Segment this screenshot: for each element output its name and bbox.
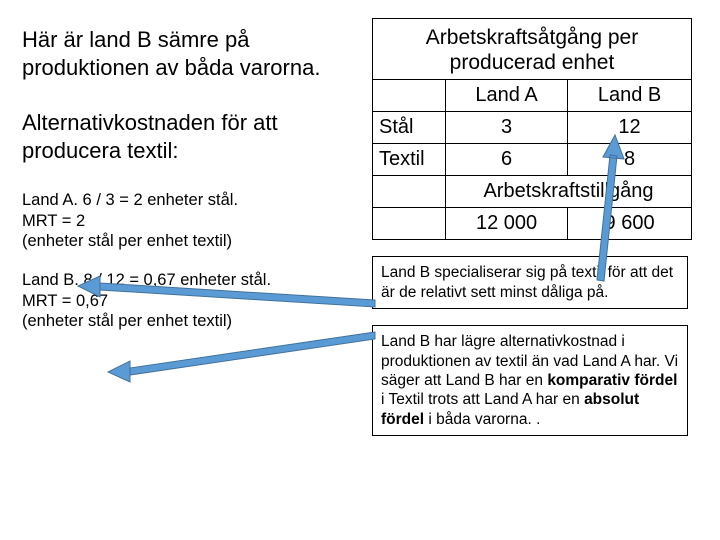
table-title-line2: producerad enhet [450,51,615,74]
col-header-b: Land B [568,80,692,112]
alt-cost-heading: Alternativkostnaden för att producera te… [22,109,332,164]
arrow-b-head [108,361,130,382]
labor-table: Arbetskraftsåtgång per producerad enhet … [372,18,692,240]
box2-b1: komparativ fördel [547,372,677,389]
row-textile-a: 6 [446,144,568,176]
specialization-box: Land B specialiserar sig på textil för a… [372,256,688,309]
row-steel-a: 3 [446,112,568,144]
land-b-line3: (enheter stål per enhet textil) [22,312,232,330]
land-a-line2: MRT = 2 [22,212,85,230]
row-textile-b: 8 [568,144,692,176]
row-steel-b: 12 [568,112,692,144]
right-column: Arbetskraftsåtgång per producerad enhet … [372,18,692,436]
box2-t3: i båda varorna. . [424,411,540,428]
land-a-block: Land A. 6 / 3 = 2 enheter stål. MRT = 2 … [22,190,332,252]
land-b-line2: MRT = 0,67 [22,292,108,310]
left-column: Här är land B sämre på produktionen av b… [22,26,332,350]
row-supply-empty2 [373,208,446,240]
row-textile-label: Textil [373,144,446,176]
supply-a: 12 000 [446,208,568,240]
table-corner-empty [373,80,446,112]
intro-paragraph: Här är land B sämre på produktionen av b… [22,26,332,81]
col-header-a: Land A [446,80,568,112]
land-b-block: Land B. 8 / 12 = 0,67 enheter stål. MRT … [22,270,332,332]
box2-t2: i Textil trots att Land A har en [381,391,584,408]
table-title-line1: Arbetskraftsåtgång per [426,26,638,49]
row-supply-empty [373,176,446,208]
row-steel-label: Stål [373,112,446,144]
land-a-line1: Land A. 6 / 3 = 2 enheter stål. [22,191,238,209]
land-b-line1: Land B. 8 / 12 = 0,67 enheter stål. [22,271,271,289]
table-title: Arbetskraftsåtgång per producerad enhet [373,19,692,80]
comparative-advantage-box: Land B har lägre alternativkostnad i pro… [372,325,688,436]
land-a-line3: (enheter stål per enhet textil) [22,232,232,250]
supply-title: Arbetskraftstillgång [446,176,692,208]
supply-b: 9 600 [568,208,692,240]
